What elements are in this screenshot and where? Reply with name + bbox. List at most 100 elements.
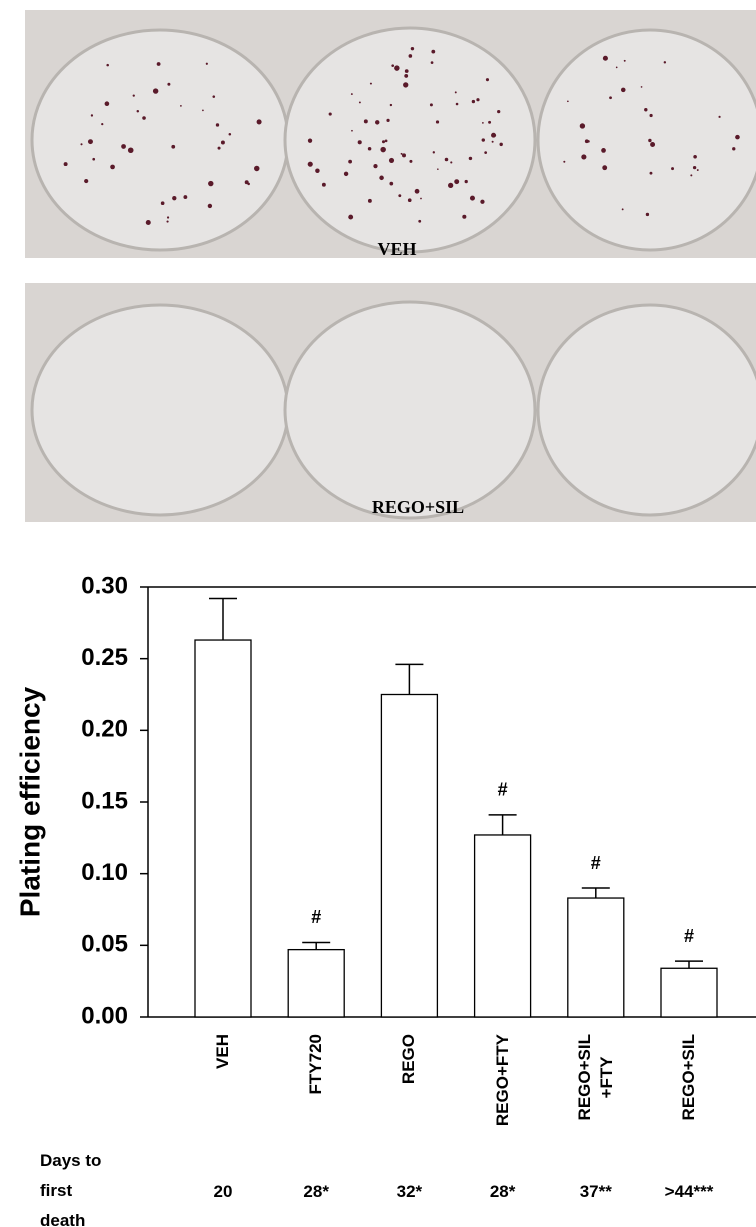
- colony: [469, 195, 475, 201]
- colony: [649, 113, 653, 118]
- annotation: #: [591, 853, 601, 873]
- colony: [367, 198, 372, 203]
- colony: [321, 182, 326, 187]
- colony: [621, 208, 624, 211]
- y-tick-label: 0.00: [81, 1002, 128, 1029]
- colony: [369, 82, 372, 85]
- y-tick-label: 0.30: [81, 572, 128, 599]
- colony: [430, 61, 434, 64]
- colony: [132, 94, 135, 97]
- colony: [481, 138, 486, 142]
- colony: [106, 63, 109, 67]
- days-value: 37**: [579, 1182, 612, 1201]
- days-value: 20: [213, 1182, 233, 1201]
- colony: [414, 188, 420, 194]
- colony: [207, 203, 213, 209]
- colony: [388, 157, 395, 163]
- colony: [410, 46, 415, 51]
- colony: [380, 146, 386, 153]
- colony: [394, 65, 400, 71]
- y-axis-label: Plating efficiency: [14, 686, 45, 917]
- colony: [381, 140, 386, 144]
- y-tick-label: 0.10: [81, 859, 128, 886]
- y-tick-label: 0.15: [81, 787, 128, 814]
- colony: [732, 147, 736, 151]
- colony: [649, 171, 653, 175]
- well: [30, 303, 290, 517]
- bar: [473, 834, 532, 1018]
- colony: [202, 109, 204, 112]
- colony: [384, 139, 388, 143]
- well: [283, 26, 537, 254]
- colony: [228, 133, 232, 136]
- colony: [493, 134, 497, 137]
- colony: [602, 55, 608, 61]
- colony: [476, 98, 480, 102]
- colony: [127, 147, 134, 154]
- colony: [172, 196, 177, 201]
- photo-label: REGO+SIL: [372, 497, 464, 517]
- colony: [435, 120, 440, 124]
- colony: [389, 181, 394, 186]
- colony: [409, 159, 413, 163]
- x-tick-label: REGO+SIL: [679, 1034, 698, 1121]
- colony: [645, 212, 650, 217]
- colony: [363, 119, 368, 124]
- colony: [351, 129, 353, 132]
- colony: [386, 118, 390, 122]
- colony: [87, 139, 93, 145]
- colony: [640, 86, 643, 88]
- colony: [205, 62, 208, 65]
- photo-label: VEH: [377, 239, 416, 259]
- colony: [437, 168, 439, 170]
- colony: [167, 82, 171, 86]
- well: [536, 303, 756, 517]
- colony: [408, 54, 413, 58]
- colony: [420, 197, 422, 200]
- x-tick-label: REGO+FTY: [492, 1034, 512, 1127]
- colony: [735, 134, 740, 140]
- colony: [448, 182, 454, 188]
- colony: [602, 165, 608, 171]
- colony: [623, 59, 626, 62]
- colony: [121, 144, 126, 149]
- colony: [348, 159, 352, 164]
- colony: [391, 64, 395, 68]
- colony: [431, 49, 436, 54]
- well: [283, 300, 537, 520]
- colony: [485, 78, 490, 82]
- colony: [482, 121, 484, 124]
- colony: [497, 110, 501, 114]
- colony: [328, 112, 332, 116]
- colony: [247, 182, 250, 186]
- colony: [389, 103, 393, 107]
- colony: [620, 87, 626, 93]
- colony: [145, 219, 151, 226]
- days-value: >44***: [664, 1182, 714, 1201]
- colony: [343, 171, 349, 177]
- colony: [152, 88, 159, 94]
- colony: [156, 62, 161, 66]
- colony: [398, 194, 402, 198]
- colony: [80, 143, 83, 146]
- annotation: #: [498, 780, 508, 800]
- colony: [468, 156, 473, 161]
- colony: [307, 161, 313, 167]
- y-tick-label: 0.20: [81, 716, 128, 743]
- colony: [63, 162, 68, 167]
- colony: [110, 164, 115, 170]
- colony: [581, 154, 587, 160]
- x-tick-label: REGO: [399, 1034, 419, 1085]
- colony: [171, 144, 176, 149]
- colony: [217, 146, 221, 150]
- days-label: Days to first death: [40, 1151, 102, 1227]
- colony: [379, 175, 384, 181]
- colony: [208, 180, 214, 187]
- colony: [648, 138, 652, 143]
- colony: [491, 140, 494, 143]
- colony: [480, 199, 485, 204]
- colony: [375, 120, 380, 125]
- colony: [432, 151, 435, 154]
- colony: [499, 142, 503, 147]
